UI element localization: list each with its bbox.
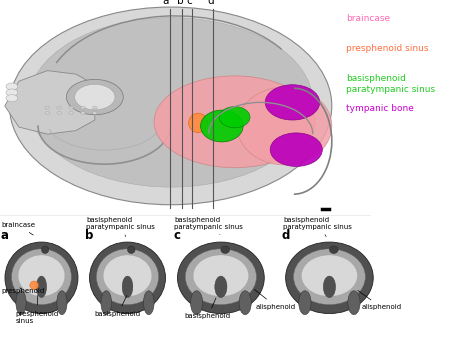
Ellipse shape	[128, 246, 135, 253]
Text: basisphenoid
paratympanic sinus: basisphenoid paratympanic sinus	[346, 74, 435, 94]
Ellipse shape	[101, 291, 111, 315]
Ellipse shape	[92, 106, 97, 109]
Text: basisphenoid
paratympanic sinus: basisphenoid paratympanic sinus	[86, 217, 155, 237]
Ellipse shape	[144, 291, 154, 315]
Text: basisphenoid
paratympanic sinus: basisphenoid paratympanic sinus	[283, 217, 352, 237]
Ellipse shape	[348, 291, 360, 315]
Ellipse shape	[69, 112, 73, 114]
Ellipse shape	[30, 281, 38, 289]
Ellipse shape	[154, 76, 315, 168]
Ellipse shape	[6, 95, 18, 102]
Ellipse shape	[57, 112, 62, 114]
Text: c: c	[187, 0, 192, 6]
Text: alisphenoid: alisphenoid	[255, 289, 296, 310]
Ellipse shape	[57, 291, 67, 315]
Text: braincase: braincase	[1, 222, 35, 235]
Ellipse shape	[81, 112, 85, 114]
Ellipse shape	[92, 112, 97, 114]
Text: b: b	[177, 0, 183, 6]
Ellipse shape	[81, 106, 85, 109]
Polygon shape	[5, 71, 95, 134]
Text: braincase: braincase	[346, 14, 390, 23]
Ellipse shape	[45, 112, 50, 114]
Ellipse shape	[5, 242, 78, 313]
Text: presphenoid: presphenoid	[1, 288, 44, 294]
Text: d: d	[208, 0, 214, 6]
Ellipse shape	[66, 79, 123, 115]
Ellipse shape	[189, 113, 208, 133]
Text: a: a	[163, 0, 169, 6]
Ellipse shape	[103, 255, 152, 297]
Ellipse shape	[11, 249, 72, 305]
Ellipse shape	[201, 110, 243, 142]
Ellipse shape	[36, 276, 46, 298]
Ellipse shape	[90, 242, 165, 313]
Ellipse shape	[193, 255, 249, 297]
Ellipse shape	[299, 291, 311, 315]
Ellipse shape	[6, 89, 18, 96]
Text: d: d	[281, 229, 290, 242]
Ellipse shape	[270, 133, 322, 167]
Ellipse shape	[177, 242, 264, 313]
Text: c: c	[173, 229, 180, 242]
Ellipse shape	[6, 83, 18, 90]
Ellipse shape	[9, 7, 332, 205]
Ellipse shape	[293, 249, 365, 305]
Ellipse shape	[41, 246, 49, 253]
Ellipse shape	[185, 249, 256, 305]
Ellipse shape	[45, 106, 50, 109]
Ellipse shape	[323, 276, 336, 298]
Ellipse shape	[219, 107, 250, 128]
Ellipse shape	[69, 106, 73, 109]
Text: presphenoid sinus: presphenoid sinus	[346, 44, 428, 53]
Text: b: b	[85, 229, 94, 242]
Ellipse shape	[329, 246, 338, 253]
Text: a: a	[1, 229, 9, 242]
Text: presphenoid
sinus: presphenoid sinus	[15, 295, 58, 324]
Ellipse shape	[18, 255, 65, 297]
Ellipse shape	[265, 85, 319, 120]
Ellipse shape	[221, 246, 229, 253]
Text: tympanic bone: tympanic bone	[346, 104, 414, 113]
Ellipse shape	[301, 255, 357, 297]
Ellipse shape	[96, 249, 159, 305]
Ellipse shape	[237, 87, 332, 165]
Ellipse shape	[16, 291, 26, 315]
Text: basisphenoid: basisphenoid	[185, 298, 231, 319]
Ellipse shape	[215, 276, 227, 298]
Ellipse shape	[191, 291, 203, 315]
Ellipse shape	[57, 106, 62, 109]
Ellipse shape	[239, 291, 251, 315]
Ellipse shape	[28, 18, 313, 187]
Ellipse shape	[122, 276, 133, 298]
Text: basisphenoid
paratympanic sinus: basisphenoid paratympanic sinus	[174, 217, 243, 234]
Ellipse shape	[286, 242, 373, 313]
Ellipse shape	[75, 84, 115, 110]
Text: alisphenoid: alisphenoid	[358, 291, 401, 310]
Text: basisphenoid: basisphenoid	[95, 295, 141, 317]
